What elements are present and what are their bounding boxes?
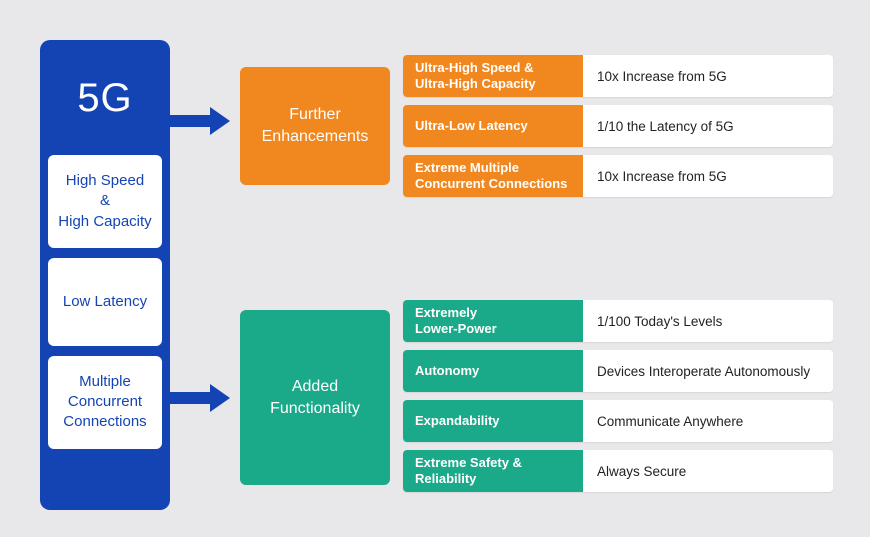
row-label: Ultra-Low Latency xyxy=(403,105,583,147)
diagram-canvas: 5G High Speed&High Capacity Low Latency … xyxy=(0,0,870,537)
row-label: Extreme MultipleConcurrent Connections xyxy=(403,155,583,197)
row-ultra-low-latency: Ultra-Low Latency 1/10 the Latency of 5G xyxy=(403,105,833,147)
row-desc: Communicate Anywhere xyxy=(583,400,833,442)
arrow-shaft xyxy=(170,392,210,404)
arrow-head-icon xyxy=(210,107,230,135)
arrow-functionality xyxy=(170,384,230,412)
category-functionality: AddedFunctionality xyxy=(240,310,390,485)
rows-enhancements: Ultra-High Speed &Ultra-High Capacity 10… xyxy=(403,55,833,197)
card-high-speed: High Speed&High Capacity xyxy=(48,155,162,248)
row-desc: 10x Increase from 5G xyxy=(583,55,833,97)
row-label: Autonomy xyxy=(403,350,583,392)
row-lower-power: ExtremelyLower-Power 1/100 Today's Level… xyxy=(403,300,833,342)
row-autonomy: Autonomy Devices Interoperate Autonomous… xyxy=(403,350,833,392)
row-desc: 1/10 the Latency of 5G xyxy=(583,105,833,147)
row-label: Extreme Safety &Reliability xyxy=(403,450,583,492)
row-expandability: Expandability Communicate Anywhere xyxy=(403,400,833,442)
column-5g-title: 5G xyxy=(48,48,162,155)
row-extreme-connections: Extreme MultipleConcurrent Connections 1… xyxy=(403,155,833,197)
column-5g: 5G High Speed&High Capacity Low Latency … xyxy=(40,40,170,510)
rows-functionality: ExtremelyLower-Power 1/100 Today's Level… xyxy=(403,300,833,492)
row-desc: Always Secure xyxy=(583,450,833,492)
column-5g-cards: High Speed&High Capacity Low Latency Mul… xyxy=(48,155,162,449)
row-safety-reliability: Extreme Safety &Reliability Always Secur… xyxy=(403,450,833,492)
category-label: AddedFunctionality xyxy=(270,376,360,419)
row-desc: 10x Increase from 5G xyxy=(583,155,833,197)
card-low-latency: Low Latency xyxy=(48,258,162,346)
row-label: Expandability xyxy=(403,400,583,442)
row-label: Ultra-High Speed &Ultra-High Capacity xyxy=(403,55,583,97)
card-multiple-connections: MultipleConcurrentConnections xyxy=(48,356,162,449)
category-enhancements: FurtherEnhancements xyxy=(240,67,390,185)
arrow-shaft xyxy=(170,115,210,127)
row-ultra-high-speed: Ultra-High Speed &Ultra-High Capacity 10… xyxy=(403,55,833,97)
category-label: FurtherEnhancements xyxy=(262,104,369,147)
arrow-enhancements xyxy=(170,107,230,135)
row-desc: 1/100 Today's Levels xyxy=(583,300,833,342)
row-label: ExtremelyLower-Power xyxy=(403,300,583,342)
row-desc: Devices Interoperate Autonomously xyxy=(583,350,833,392)
arrow-head-icon xyxy=(210,384,230,412)
